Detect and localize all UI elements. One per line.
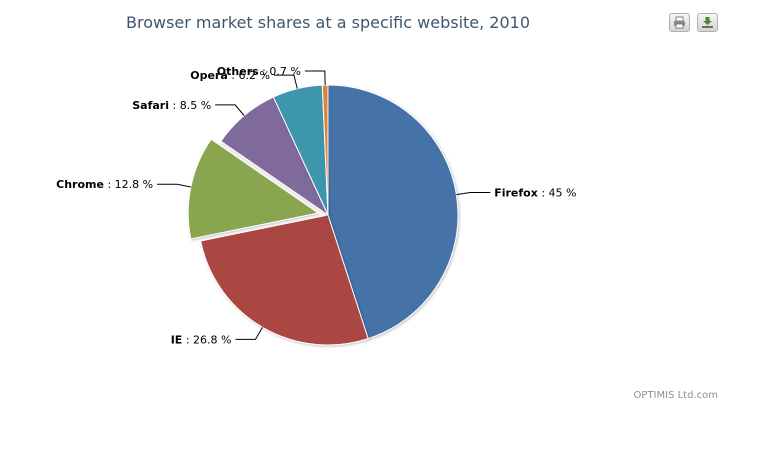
connector-opera bbox=[273, 74, 298, 89]
connector-chrome bbox=[157, 183, 191, 188]
data-label-firefox: Firefox : 45 % bbox=[494, 186, 576, 199]
export-button[interactable] bbox=[697, 13, 718, 32]
data-label-chrome: Chrome : 12.8 % bbox=[56, 178, 153, 191]
data-label-name: Safari bbox=[132, 99, 169, 112]
pie-labels: Firefox : 45 % IE : 26.8 % Chrome : 12.8 %… bbox=[56, 65, 576, 346]
data-label-value: : 26.8 % bbox=[182, 333, 231, 346]
data-label-name: Firefox bbox=[494, 186, 538, 199]
data-label-value: : 6.2 % bbox=[228, 69, 270, 82]
data-label-others: Others : 0.7 % bbox=[217, 65, 301, 78]
printer-icon bbox=[674, 16, 685, 29]
credits-link[interactable]: OPTIMIS Ltd.com bbox=[634, 390, 718, 401]
data-label-safari: Safari : 8.5 % bbox=[132, 99, 211, 112]
pie-slices bbox=[187, 84, 459, 346]
print-button[interactable] bbox=[669, 13, 690, 32]
data-label-name: Opera bbox=[190, 69, 228, 82]
pie-slice-firefox[interactable] bbox=[327, 84, 459, 340]
connector-firefox bbox=[456, 191, 491, 196]
data-label-name: IE bbox=[171, 333, 183, 346]
data-label-value: : 0.7 % bbox=[259, 65, 301, 78]
data-label-name: Others bbox=[217, 65, 259, 78]
data-label-value: : 12.8 % bbox=[104, 178, 153, 191]
data-label-value: : 8.5 % bbox=[169, 99, 211, 112]
data-label-opera: Opera : 6.2 % bbox=[190, 69, 270, 82]
connector-ie bbox=[235, 327, 263, 340]
data-label-ie: IE : 26.8 % bbox=[171, 333, 232, 346]
download-icon bbox=[702, 17, 713, 28]
data-label-name: Chrome bbox=[56, 178, 104, 191]
connector-others bbox=[304, 70, 326, 86]
chart-title: Browser market shares at a specific webs… bbox=[126, 13, 530, 32]
pie-slice-ie[interactable] bbox=[200, 214, 369, 346]
connector-safari bbox=[215, 104, 245, 116]
data-label-value: : 45 % bbox=[538, 186, 577, 199]
